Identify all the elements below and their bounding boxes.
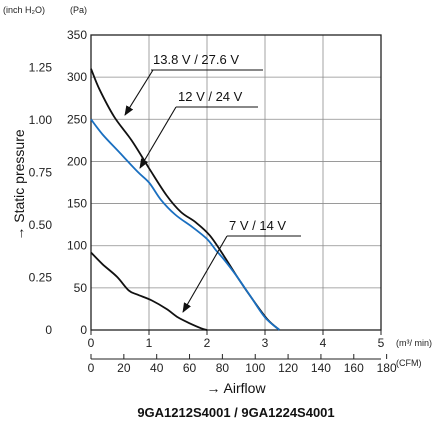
x2-tick-label: 80 (216, 361, 230, 375)
y-axis-label: → Static pressure (11, 129, 27, 240)
tick-labels: 0 1 2 3 4 505010015020025030035000.250.500.75… (29, 28, 397, 375)
annotation-label: 13.8 V / 27.6 V (153, 52, 239, 67)
x-unit-primary: (m³/ min) (396, 338, 432, 348)
y2-tick-label: 1.00 (29, 113, 53, 127)
x2-tick-label: 100 (245, 361, 265, 375)
x-tick-label: 3 (262, 336, 269, 350)
x-tick-label: 0 (88, 336, 95, 350)
x2-tick-label: 60 (183, 361, 197, 375)
annotation-label: 12 V / 24 V (178, 89, 243, 104)
x-tick-label: 4 (320, 336, 327, 350)
y-tick-label: 50 (74, 281, 88, 295)
grid-lines (90, 34, 388, 360)
y2-tick-label: 0.75 (29, 166, 53, 180)
x2-tick-label: 180 (377, 361, 397, 375)
y-tick-label: 350 (67, 28, 87, 42)
series-line-2 (90, 118, 281, 331)
x-axis-label: → Airflow (206, 380, 266, 396)
y-tick-label: 100 (67, 239, 87, 253)
y2-tick-label: 0.25 (29, 271, 53, 285)
y-tick-label: 300 (67, 70, 87, 84)
curve-annotations: 13.8 V / 27.6 V 12 V / 24 V 7 V / 14 V (124, 52, 301, 313)
x-tick-label: 2 (204, 336, 211, 350)
annotation-label: 7 V / 14 V (229, 218, 286, 233)
annotation-leader (139, 106, 177, 169)
y-tick-label: 250 (67, 112, 87, 126)
x2-tick-label: 120 (278, 361, 298, 375)
y-tick-label: 0 (80, 323, 87, 337)
chart-title: 9GA1212S4001 / 9GA1224S4001 (137, 405, 334, 420)
y-unit-secondary: (inch H₂O) (3, 5, 45, 15)
series-line-3 (90, 251, 208, 331)
x2-tick-label: 40 (150, 361, 164, 375)
x2-tick-label: 140 (311, 361, 331, 375)
x-tick-label: 1 (146, 336, 153, 350)
y2-tick-label: 1.25 (29, 61, 53, 75)
y-tick-label: 150 (67, 197, 87, 211)
y2-tick-label: 0.50 (29, 218, 53, 232)
curves (90, 68, 281, 331)
x2-tick-label: 160 (344, 361, 364, 375)
annotation-leader (124, 69, 154, 116)
annotation-leader (182, 235, 228, 313)
y-unit-primary: (Pa) (70, 5, 87, 15)
y-tick-label: 200 (67, 154, 87, 168)
series-line-1 (90, 68, 281, 331)
plot-frame (90, 34, 382, 331)
x-tick-label: 5 (378, 336, 385, 350)
y2-tick-label: 0 (45, 323, 52, 337)
x2-tick-label: 20 (117, 361, 131, 375)
x2-tick-label: 0 (88, 361, 95, 375)
x-unit-secondary: (CFM) (396, 358, 422, 368)
